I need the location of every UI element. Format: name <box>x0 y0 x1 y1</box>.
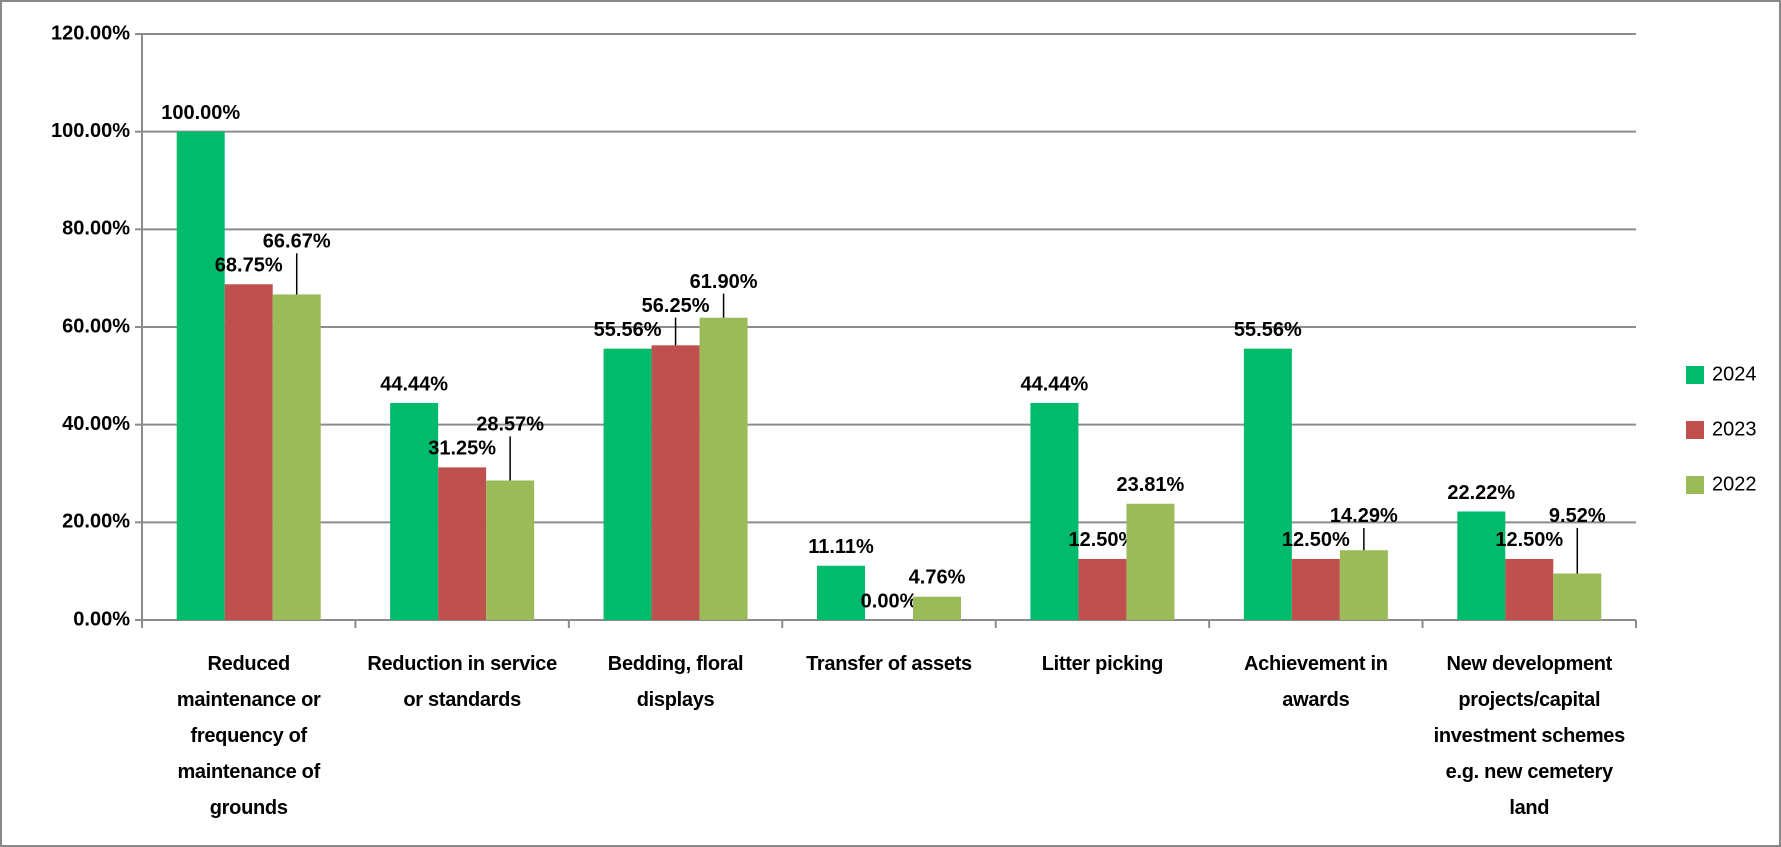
data-label: 12.50% <box>1069 529 1137 551</box>
bar <box>176 131 225 620</box>
bar <box>438 467 487 620</box>
bar <box>699 317 748 620</box>
bar <box>1078 558 1127 620</box>
x-tick-label: Achievement in awards <box>1244 653 1388 711</box>
bar <box>224 284 273 620</box>
bar <box>1126 503 1175 620</box>
bar <box>1291 558 1340 620</box>
data-label: 31.25% <box>428 438 496 460</box>
bar <box>603 348 652 620</box>
data-label: 23.81% <box>1117 474 1185 496</box>
bar <box>1457 511 1506 620</box>
legend-label: 2023 <box>1712 418 1757 440</box>
data-label: 9.52% <box>1549 505 1606 527</box>
x-tick-label: Transfer of assets <box>806 653 972 675</box>
data-label: 55.56% <box>594 319 662 341</box>
y-tick-label: 100.00% <box>51 120 130 142</box>
bar <box>1339 550 1388 620</box>
bar <box>1030 402 1079 620</box>
x-tick-label: Bedding, floral displays <box>607 653 744 711</box>
bar <box>913 596 961 620</box>
legend-label: 2024 <box>1712 363 1757 385</box>
data-label: 44.44% <box>380 373 448 395</box>
y-tick-label: 80.00% <box>62 218 130 240</box>
legend-swatch <box>1686 366 1704 384</box>
y-tick-label: 60.00% <box>62 315 130 337</box>
data-label: 55.56% <box>1234 319 1302 341</box>
y-tick-label: 0.00% <box>73 608 130 630</box>
data-label: 56.25% <box>642 295 710 317</box>
x-tick-label: New development projects/capital investm… <box>1433 653 1626 819</box>
legend-label: 2022 <box>1712 473 1757 495</box>
legend-swatch <box>1686 476 1704 494</box>
data-label: 11.11% <box>808 536 874 558</box>
x-tick-label: Reduction in service or standards <box>367 653 557 711</box>
data-label: 12.50% <box>1282 529 1350 551</box>
x-tick-label: Litter picking <box>1041 653 1164 675</box>
bar <box>1553 573 1602 620</box>
data-label: 22.22% <box>1447 482 1515 504</box>
bar <box>486 480 535 620</box>
x-tick-label: Reduced maintenance or frequency of main… <box>176 653 321 819</box>
data-label: 14.29% <box>1330 505 1398 527</box>
bar <box>1505 558 1554 620</box>
data-label: 68.75% <box>215 255 283 277</box>
data-label: 4.76% <box>909 566 966 588</box>
data-label: 61.90% <box>690 271 758 293</box>
data-label: 44.44% <box>1021 373 1089 395</box>
y-tick-label: 40.00% <box>62 413 130 435</box>
bar <box>1243 348 1292 620</box>
data-label: 100.00% <box>161 102 240 124</box>
data-label: 28.57% <box>476 414 544 436</box>
data-label: 66.67% <box>263 231 331 253</box>
bar <box>390 402 439 620</box>
data-label: 0.00% <box>861 590 918 612</box>
y-tick-label: 20.00% <box>62 511 130 533</box>
y-tick-label: 120.00% <box>51 22 130 44</box>
bar <box>817 565 865 620</box>
legend-swatch <box>1686 421 1704 439</box>
bar <box>651 345 700 620</box>
data-label: 12.50% <box>1495 529 1563 551</box>
bar <box>272 294 321 620</box>
